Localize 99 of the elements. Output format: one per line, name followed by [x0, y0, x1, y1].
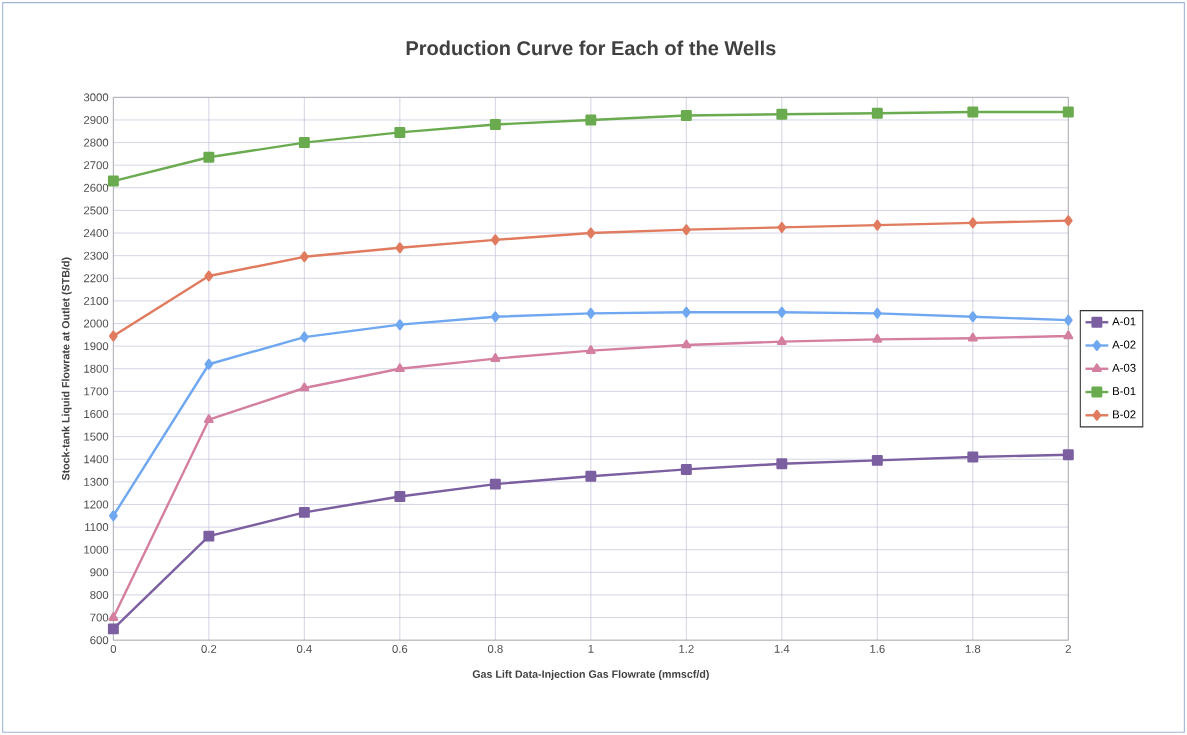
y-tick-label: 3000	[83, 93, 109, 102]
y-tick-label: 1000	[84, 545, 109, 554]
x-tick-label: 1.2	[679, 644, 694, 653]
y-tick-label: 700	[90, 613, 109, 622]
point	[968, 311, 978, 323]
point	[395, 242, 405, 254]
y-tick-label: 2900	[84, 116, 109, 125]
y-tick-label: 2100	[84, 296, 109, 305]
point	[490, 234, 500, 246]
legend-label: B-02	[1113, 410, 1136, 419]
point	[1063, 330, 1074, 340]
point	[776, 458, 788, 470]
point	[1062, 106, 1074, 118]
point	[586, 307, 596, 319]
point	[108, 330, 118, 342]
point	[968, 217, 978, 229]
point	[299, 382, 310, 392]
point	[1063, 215, 1073, 227]
x-tick-label: 1.6	[870, 644, 885, 653]
point	[490, 353, 501, 362]
y-tick-label: 1100	[85, 523, 109, 532]
point	[394, 491, 406, 503]
y-tick-label: 1300	[84, 477, 109, 486]
point	[107, 175, 119, 187]
point	[681, 224, 691, 236]
point	[394, 127, 406, 138]
point	[489, 119, 501, 131]
point	[204, 358, 214, 370]
x-tick-label: 1.4	[774, 644, 790, 653]
point	[203, 414, 214, 424]
point	[585, 470, 597, 482]
x-tick-label: 1.8	[965, 644, 981, 653]
y-tick-label: 1700	[84, 387, 109, 396]
y-tick-label: 1200	[84, 500, 109, 509]
point	[299, 331, 309, 343]
y-tick-label: 2800	[84, 138, 109, 147]
point	[967, 106, 979, 118]
legend-label: A-02	[1112, 340, 1136, 349]
point	[585, 345, 596, 355]
point	[395, 319, 405, 331]
point	[203, 151, 215, 163]
x-tick-label: 0.6	[392, 644, 408, 653]
y-tick-label: 1500	[84, 432, 109, 441]
y-tick-label: 2700	[84, 161, 109, 170]
point	[872, 307, 882, 319]
y-tick-label: 1600	[84, 410, 109, 419]
y-tick-label: 2000	[84, 319, 109, 328]
point	[872, 333, 883, 343]
x-axis-title: Gas Lift Data-Injection Gas Flowrate (mmscf/d)	[472, 670, 709, 681]
point	[203, 530, 215, 542]
point	[681, 339, 692, 349]
y-tick-label: 2500	[84, 206, 109, 215]
point	[680, 464, 692, 475]
point	[585, 114, 597, 126]
y-tick-label: 2300	[84, 251, 109, 260]
chart-title: Production Curve for Each of the Wells	[406, 40, 776, 56]
y-tick-label: 2200	[84, 274, 109, 283]
x-tick-label: 0	[110, 644, 117, 653]
point	[298, 506, 310, 518]
legend-label: A-01	[1112, 317, 1136, 326]
point	[776, 108, 788, 120]
x-tick-label: 0.4	[296, 644, 312, 653]
point	[1063, 314, 1073, 326]
y-axis-title: Stock-tank Liquid Flowrate at Outlet (STB/d)	[61, 257, 72, 481]
point	[871, 454, 883, 466]
point	[967, 451, 979, 463]
point	[872, 219, 882, 231]
point	[298, 137, 310, 149]
point	[204, 270, 214, 282]
point	[681, 306, 691, 318]
y-tick-label: 1400	[84, 455, 109, 464]
x-tick-label: 0.2	[201, 644, 217, 653]
point	[108, 612, 119, 621]
y-tick-label: 2400	[84, 229, 109, 238]
point	[489, 478, 501, 490]
point	[777, 306, 787, 318]
point	[107, 623, 119, 635]
legend-label: B-01	[1113, 387, 1136, 396]
point	[299, 251, 309, 263]
y-tick-label: 1900	[84, 342, 109, 351]
x-tick-label: 0.8	[487, 644, 503, 653]
point	[1062, 449, 1074, 461]
point	[777, 222, 787, 233]
x-tick-label: 1	[588, 644, 594, 653]
point	[394, 363, 405, 373]
point	[680, 110, 692, 121]
point	[776, 336, 787, 346]
y-tick-label: 800	[90, 591, 109, 600]
point	[871, 107, 883, 119]
x-tick-label: 2	[1065, 644, 1071, 653]
y-tick-label: 900	[90, 568, 109, 577]
point	[586, 227, 596, 239]
y-tick-label: 600	[90, 636, 109, 645]
y-tick-label: 2600	[84, 183, 109, 192]
point	[967, 332, 978, 342]
point	[108, 510, 118, 522]
y-tick-label: 1800	[84, 364, 109, 373]
legend-label: A-03	[1112, 363, 1136, 372]
point	[490, 311, 500, 323]
